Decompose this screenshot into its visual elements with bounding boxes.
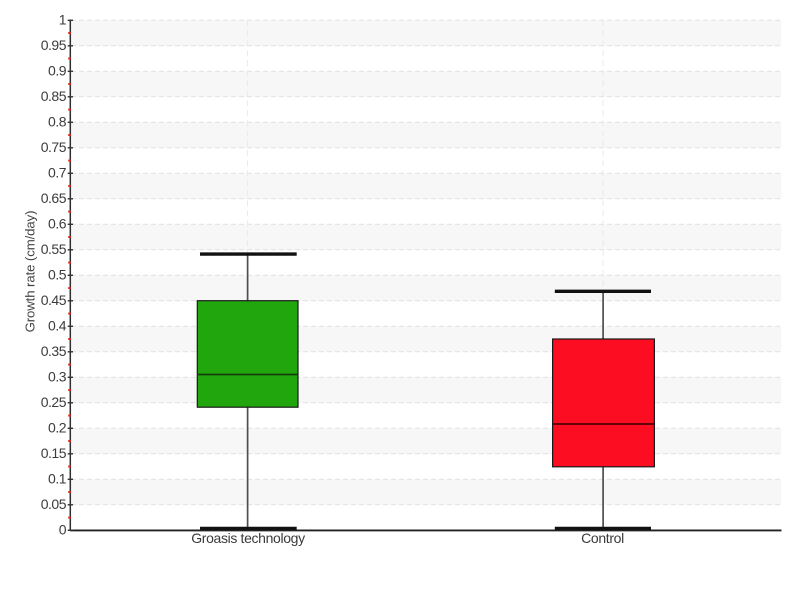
svg-text:0.85: 0.85 xyxy=(41,88,67,104)
svg-text:Groasis technology: Groasis technology xyxy=(191,530,305,546)
svg-text:0.9: 0.9 xyxy=(48,63,67,79)
svg-text:0: 0 xyxy=(59,522,67,538)
svg-text:0.55: 0.55 xyxy=(41,241,67,257)
svg-text:Control: Control xyxy=(581,530,624,546)
svg-text:0.1: 0.1 xyxy=(48,471,67,487)
svg-text:0.5: 0.5 xyxy=(48,267,67,283)
svg-text:0.45: 0.45 xyxy=(41,292,67,308)
svg-text:0.2: 0.2 xyxy=(48,420,67,436)
svg-text:0.7: 0.7 xyxy=(48,165,67,181)
svg-text:0.65: 0.65 xyxy=(41,190,67,206)
svg-text:1: 1 xyxy=(59,12,67,28)
svg-text:Growth rate (cm/day): Growth rate (cm/day) xyxy=(23,211,38,333)
svg-text:0.3: 0.3 xyxy=(48,369,67,385)
svg-text:0.75: 0.75 xyxy=(41,139,67,155)
svg-text:0.05: 0.05 xyxy=(41,496,67,512)
svg-text:0.4: 0.4 xyxy=(48,318,67,334)
svg-text:0.8: 0.8 xyxy=(48,114,67,130)
svg-text:0.6: 0.6 xyxy=(48,216,67,232)
svg-text:0.95: 0.95 xyxy=(41,37,67,53)
svg-text:0.15: 0.15 xyxy=(41,445,67,461)
svg-text:0.35: 0.35 xyxy=(41,343,67,359)
svg-text:0.25: 0.25 xyxy=(41,394,67,410)
